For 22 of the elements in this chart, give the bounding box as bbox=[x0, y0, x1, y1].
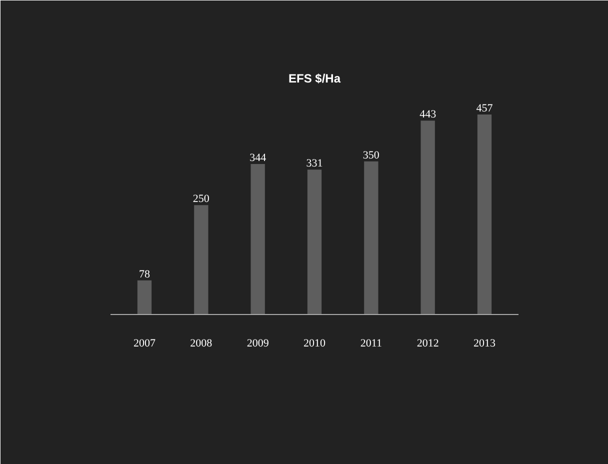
data-label: 344 bbox=[250, 152, 267, 164]
chart-title: EFS $/Ha bbox=[288, 72, 341, 86]
x-tick-label: 2009 bbox=[246, 338, 270, 350]
x-tick-label: 2008 bbox=[190, 338, 213, 350]
data-label: 78 bbox=[139, 268, 150, 280]
data-label: 331 bbox=[306, 158, 323, 170]
bar bbox=[420, 120, 435, 314]
data-label: 350 bbox=[362, 149, 380, 162]
bar bbox=[250, 164, 265, 314]
x-tick-label: 2013 bbox=[474, 338, 496, 350]
x-tick-label: 2007 bbox=[134, 338, 156, 350]
data-label: 250 bbox=[192, 193, 210, 206]
x-tick-label: 2011 bbox=[360, 338, 382, 350]
bar bbox=[477, 114, 492, 314]
bar bbox=[307, 170, 322, 314]
x-tick-label: 2010 bbox=[304, 338, 326, 350]
data-label: 457 bbox=[476, 102, 494, 114]
data-label: 443 bbox=[420, 108, 437, 121]
bar bbox=[364, 161, 378, 314]
bar bbox=[194, 205, 208, 314]
x-tick-label: 2012 bbox=[416, 338, 439, 350]
bar bbox=[137, 280, 152, 314]
